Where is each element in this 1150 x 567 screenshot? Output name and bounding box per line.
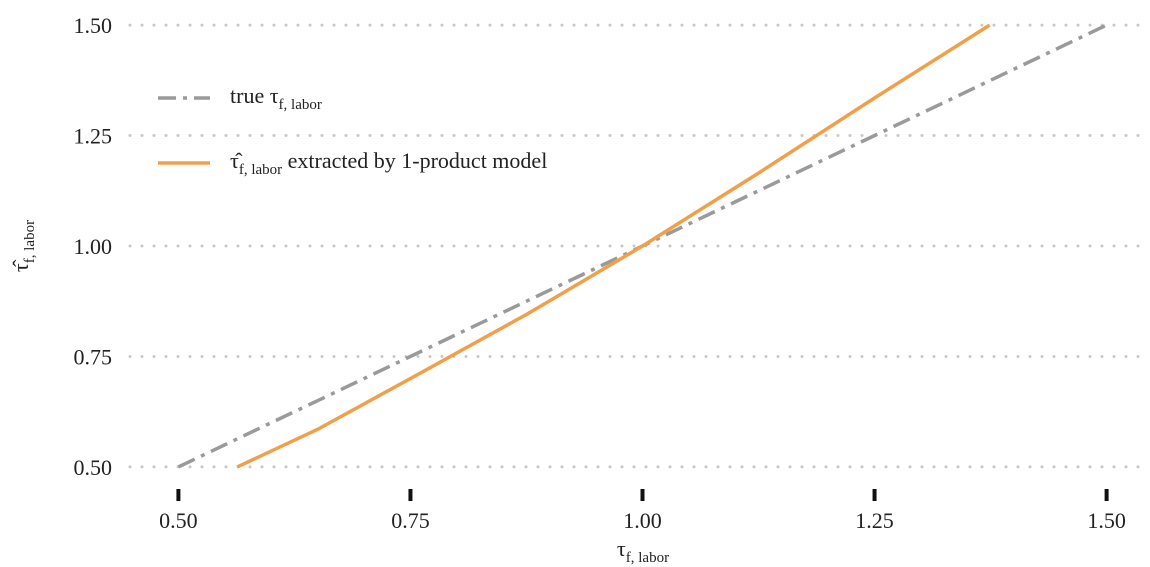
x-axis-label-sub: f, labor [626,550,669,566]
series-line [236,23,991,469]
y-tick-label: 1.50 [74,13,113,38]
legend-label: τ̂f, labor extracted by 1-product model [230,148,547,178]
y-tick-label: 0.75 [74,344,113,369]
y-tick-label: 1.25 [74,124,113,149]
y-tick-label: 1.00 [74,234,113,259]
legend-label-suffix: extracted by 1-product model [282,148,547,173]
x-tick-label: 1.25 [855,508,894,533]
x-tick-label: 1.50 [1087,508,1126,533]
y-axis-label-sub: f, labor [22,220,38,263]
legend-label-sub: f, labor [239,162,282,178]
legend-label-sub: f, labor [279,97,322,113]
x-axis-label: τf, labor [617,536,669,566]
legend-label: true τf, labor [230,83,322,113]
legend-label-main: true τ [230,83,279,108]
x-tick-label: 0.75 [391,508,430,533]
x-axis-label-main: τ [617,536,626,561]
x-tick-label: 0.50 [159,508,198,533]
y-tick-label: 0.50 [74,455,113,480]
y-axis-label: τ̂f, labor [8,220,38,272]
x-tick-label: 1.00 [623,508,662,533]
